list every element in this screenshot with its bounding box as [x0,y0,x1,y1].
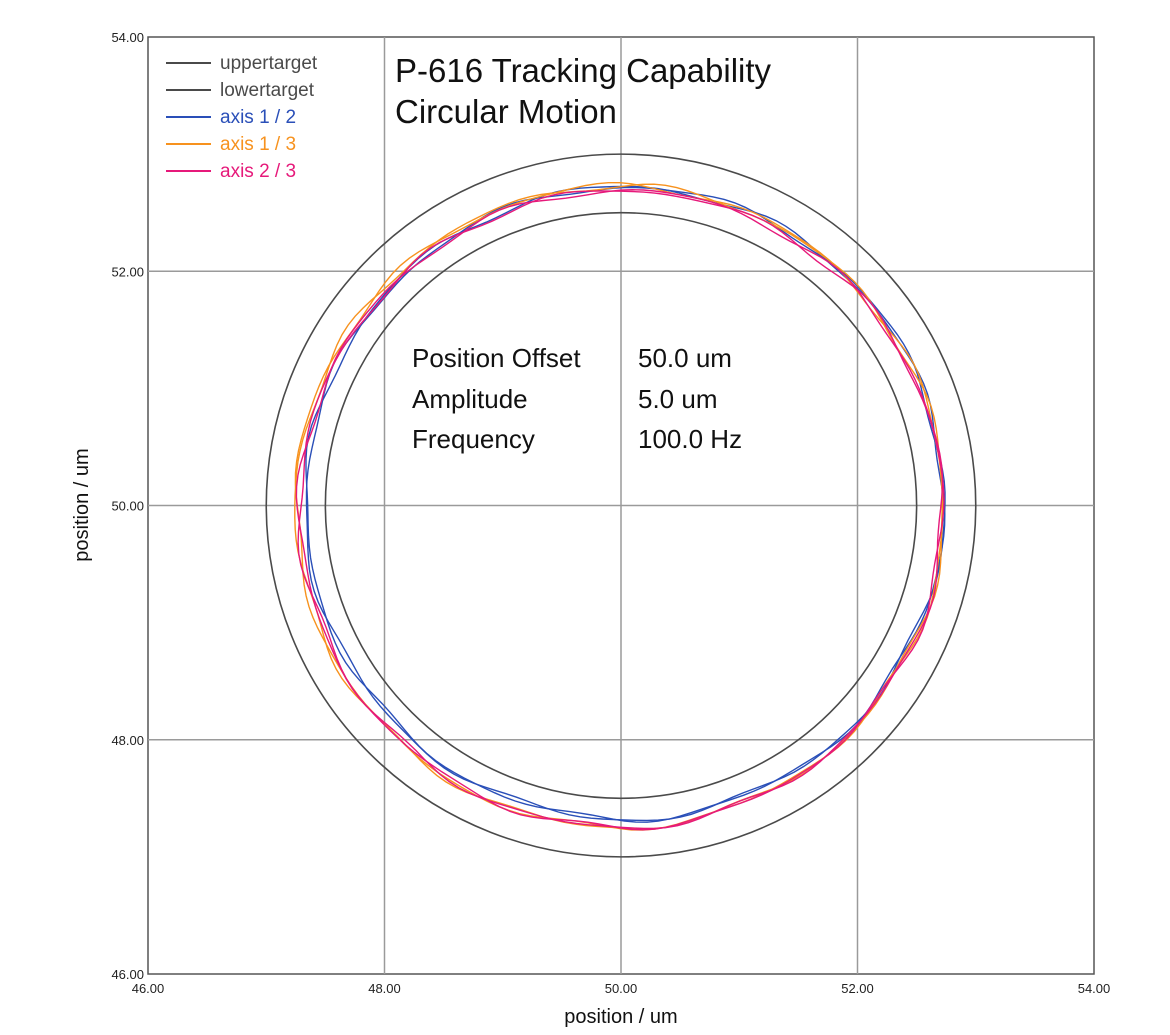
y-tick-label: 48.00 [111,733,144,748]
annotation-label-frequency: Frequency [412,424,535,454]
annotation-label-offset: Position Offset [412,343,581,373]
x-tick-label: 46.00 [132,981,165,996]
series-traces [265,153,977,858]
x-tick-label: 54.00 [1078,981,1111,996]
chart-title-line-2: Circular Motion [395,93,617,130]
y-tick-labels: 46.00 48.00 50.00 52.00 54.00 [111,30,144,982]
x-tick-label: 48.00 [368,981,401,996]
legend: uppertarget lowertarget axis 1 / 2 axis 1 /… [166,53,318,182]
y-tick-label: 52.00 [111,264,144,279]
chart-title-line-1: P-616 Tracking Capability [395,52,772,89]
gridlines [148,37,1094,974]
x-tick-labels: 46.00 48.00 50.00 52.00 54.00 [132,981,1111,996]
series-axis-1-2-pass-1 [305,186,946,822]
y-tick-label: 50.00 [111,499,144,514]
annotation-value-amplitude: 5.0 um [638,384,718,414]
series-axis-2-3-pass-2 [297,190,945,831]
series-axis-1-2-pass-2 [305,185,946,823]
annotation-value-offset: 50.0 um [638,343,732,373]
parameter-annotation: Position Offset 50.0 um Amplitude 5.0 um… [412,343,742,454]
annotation-value-frequency: 100.0 Hz [638,424,742,454]
y-axis-label: position / um [71,448,93,561]
x-tick-label: 50.00 [605,981,638,996]
y-tick-label: 54.00 [111,30,144,45]
series-lowertarget [324,211,918,800]
series-uppertarget [265,153,977,858]
x-tick-label: 52.00 [841,981,874,996]
x-axis-label: position / um [564,1006,677,1028]
series-axis-2-3-pass-1 [295,188,944,830]
legend-label: axis 2 / 3 [220,161,296,182]
legend-label: axis 1 / 2 [220,107,296,128]
legend-label: axis 1 / 3 [220,134,296,155]
legend-label: uppertarget [220,53,318,74]
y-tick-label: 46.00 [111,967,144,982]
annotation-label-amplitude: Amplitude [412,384,528,414]
series-axis-1-3-pass-2 [294,183,944,831]
legend-label: lowertarget [220,80,315,101]
